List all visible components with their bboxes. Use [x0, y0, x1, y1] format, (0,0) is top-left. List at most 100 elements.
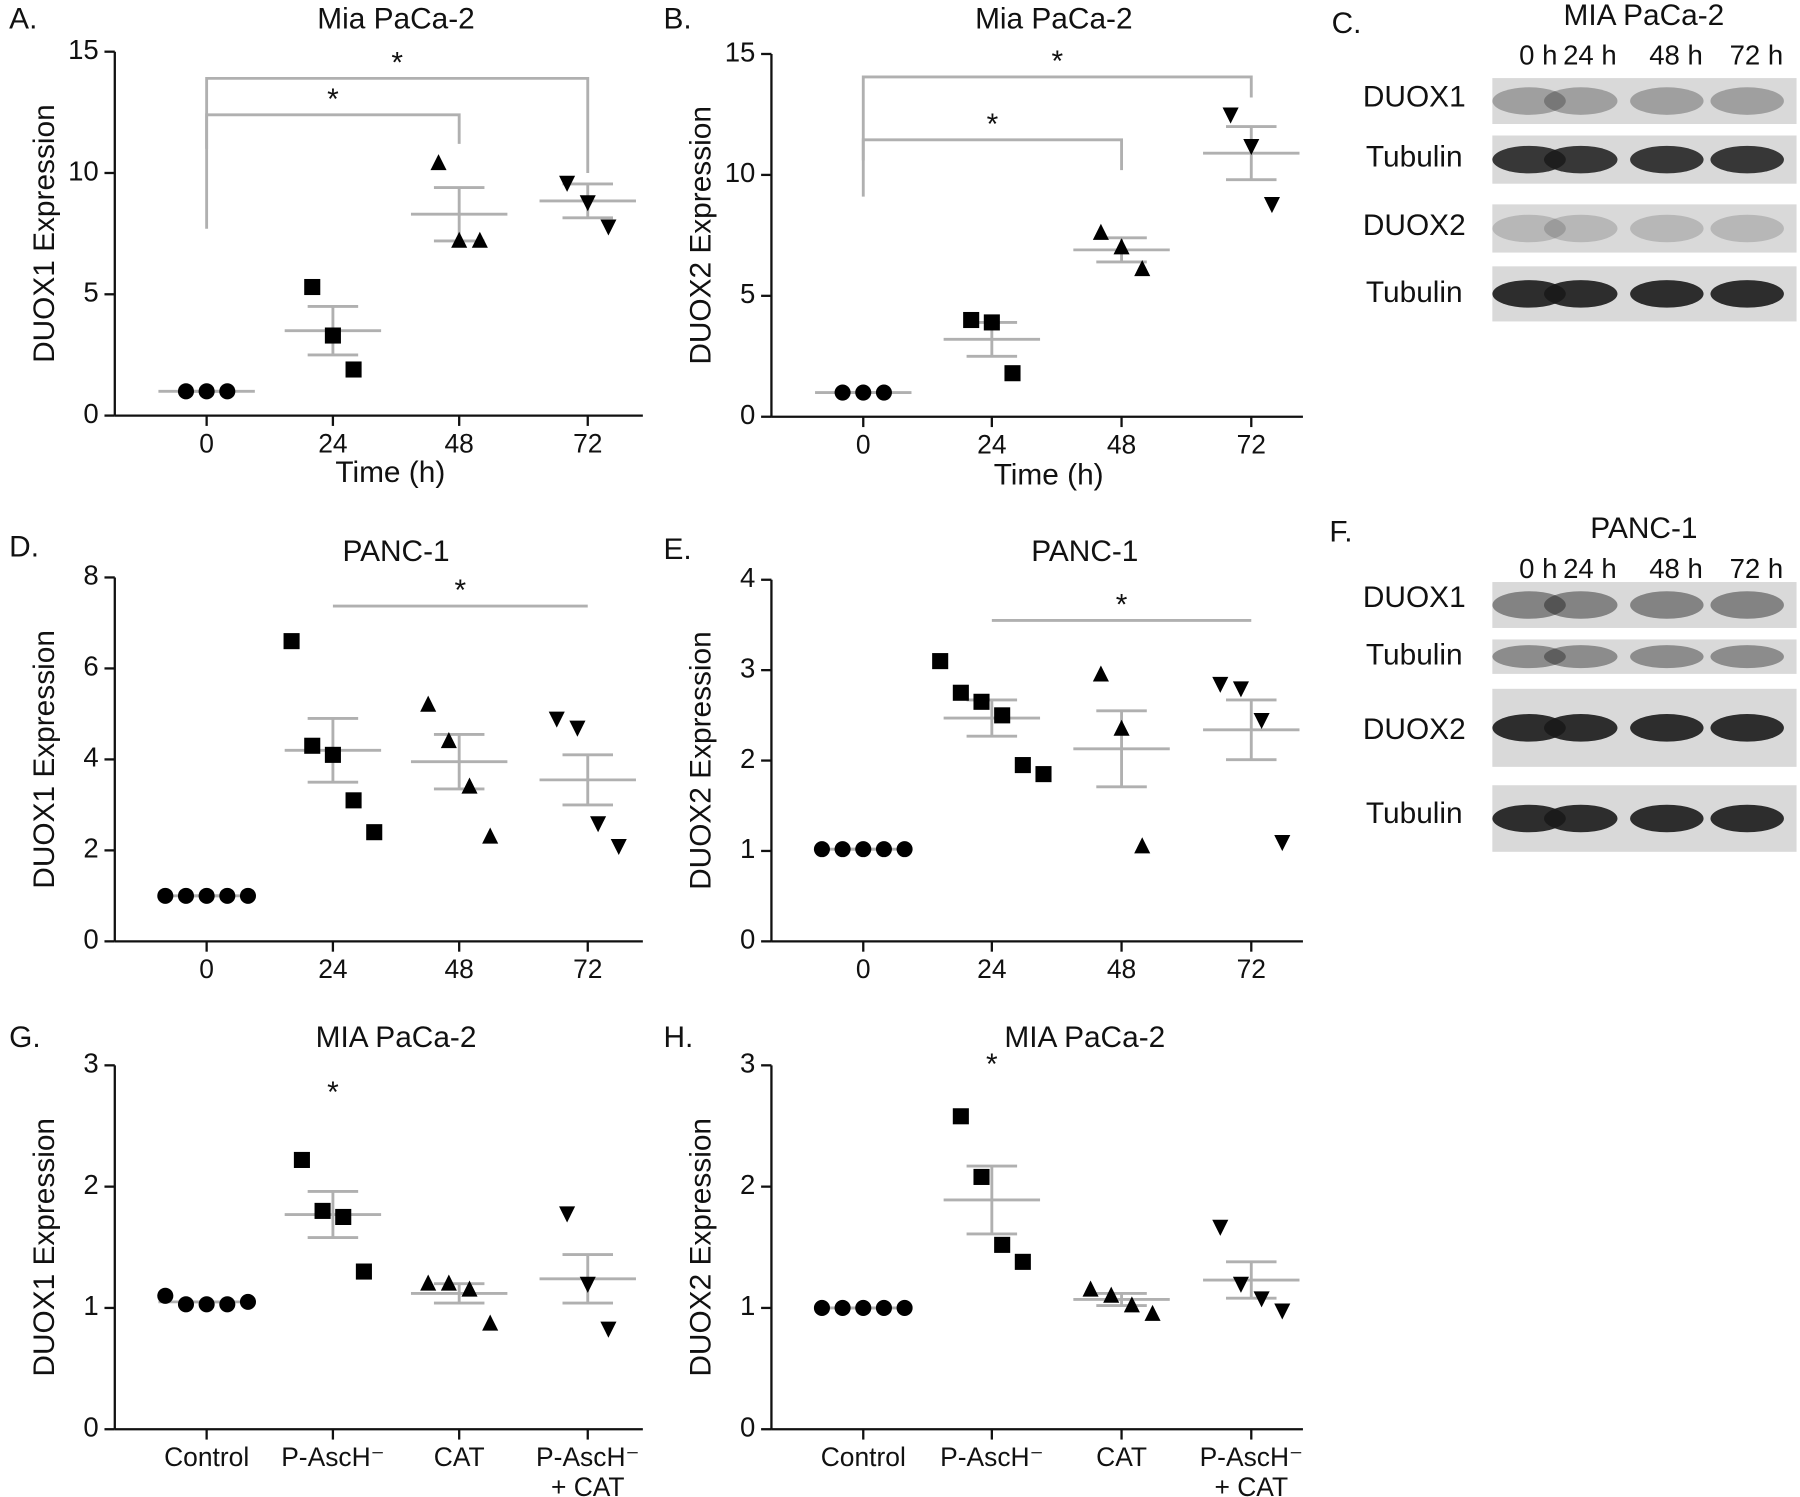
point	[461, 1280, 478, 1297]
blot-band	[1492, 645, 1566, 669]
point	[855, 841, 872, 858]
significance-star: *	[455, 574, 467, 607]
blot-title: MIA PaCa-2	[1563, 0, 1724, 32]
blot-band	[1544, 714, 1618, 742]
row-label: Tubulin	[1366, 639, 1463, 672]
x-tick-label-box: CAT	[1096, 1442, 1147, 1472]
chart-title: Mia PaCa-2	[975, 3, 1133, 36]
lane-label: 72 h	[1730, 40, 1784, 71]
point	[1274, 1303, 1291, 1320]
point	[548, 711, 565, 728]
point	[600, 219, 617, 236]
point	[559, 175, 576, 192]
significance-star: *	[327, 1076, 339, 1109]
blot-band	[1544, 645, 1618, 669]
x-tick-label-box: P-AscH⁻ + CAT	[536, 1442, 639, 1497]
point	[896, 1299, 913, 1316]
western-blot: F. PANC-1 0 h 24 h 48 h 72 h DUOX1 Tubulin DUOX2…	[1329, 512, 1797, 852]
error-bar	[307, 1190, 359, 1240]
point	[219, 1296, 236, 1313]
point	[834, 1299, 851, 1316]
x-tick-label-box: P-AscH⁻ + CAT	[1200, 1442, 1303, 1497]
x-tick-label: P-AscH⁻	[281, 1441, 385, 1472]
point	[1222, 107, 1239, 124]
error-bar	[433, 1282, 485, 1305]
blot-band	[1710, 591, 1784, 619]
x-tick-label-box: CAT	[434, 1442, 485, 1472]
panel-label: E.	[664, 533, 692, 566]
x-tick-label: 24	[977, 953, 1007, 984]
point	[1144, 1304, 1161, 1321]
x-tick-label: 72	[573, 953, 603, 984]
point	[813, 841, 830, 858]
point	[283, 633, 300, 650]
lane-label: 24 h	[1563, 40, 1617, 71]
x-tick-label: Control	[164, 1441, 250, 1472]
point	[366, 824, 383, 841]
blot-band	[1630, 804, 1704, 833]
lane-label: 72 h	[1730, 553, 1784, 584]
blot-band	[1492, 87, 1566, 115]
point	[963, 311, 980, 329]
error-bar	[433, 732, 485, 791]
point	[559, 1206, 576, 1223]
x-tick-label-box: 0	[856, 954, 871, 984]
point	[855, 384, 872, 401]
point	[834, 841, 851, 858]
point	[973, 693, 990, 710]
y-axis-label: DUOX1 Expression	[28, 630, 61, 889]
x-tick-label-box: 0	[199, 428, 214, 458]
y-tick-label: 3	[740, 652, 755, 683]
blot-band	[1630, 591, 1704, 619]
point	[335, 1208, 352, 1225]
y-axis-label: DUOX2 Expression	[684, 1118, 717, 1377]
point	[896, 841, 913, 858]
point	[440, 732, 457, 749]
point	[219, 383, 236, 400]
blot-strip	[1492, 582, 1797, 628]
chart-title: PANC-1	[342, 535, 449, 568]
blot-title: PANC-1	[1590, 512, 1697, 545]
blot-band	[1630, 214, 1704, 243]
point	[324, 746, 341, 763]
point	[471, 231, 488, 248]
point	[1263, 197, 1280, 214]
y-tick-label: 0	[83, 1412, 98, 1443]
x-tick-label: 24	[318, 953, 348, 984]
x-tick-label: 48	[1106, 429, 1137, 460]
point	[994, 707, 1011, 724]
point	[600, 1321, 617, 1338]
y-tick-label: 10	[725, 157, 756, 188]
point	[1103, 1286, 1120, 1303]
point	[569, 720, 586, 737]
y-axis-label: DUOX2 Expression	[684, 631, 717, 890]
point	[177, 383, 195, 400]
point	[1212, 1219, 1229, 1236]
blot-band	[1710, 714, 1784, 742]
blot-strip	[1492, 78, 1797, 125]
point	[1212, 676, 1229, 693]
point	[1082, 1280, 1099, 1297]
chart-title: MIA PaCa-2	[316, 1021, 477, 1054]
y-tick-label: 10	[68, 155, 99, 186]
x-tick-label-box: Control	[164, 1441, 250, 1472]
blot-band	[1710, 214, 1784, 243]
blot-band	[1492, 804, 1566, 833]
lane-label: 48 h	[1649, 40, 1703, 71]
point	[1035, 766, 1052, 783]
point	[1232, 1276, 1249, 1293]
chart-title: PANC-1	[1031, 535, 1138, 568]
panel-label: C.	[1332, 7, 1362, 40]
point	[324, 327, 341, 344]
point	[875, 841, 892, 858]
point	[855, 1299, 872, 1316]
point	[579, 195, 596, 212]
x-tick-label-box: 24	[318, 953, 348, 984]
x-tick-label: 48	[444, 953, 474, 984]
y-tick-label: 15	[725, 36, 756, 67]
point	[177, 1296, 195, 1313]
point	[1123, 1296, 1140, 1313]
y-tick-label: 8	[83, 560, 98, 591]
y-tick-label: 4	[740, 562, 755, 593]
